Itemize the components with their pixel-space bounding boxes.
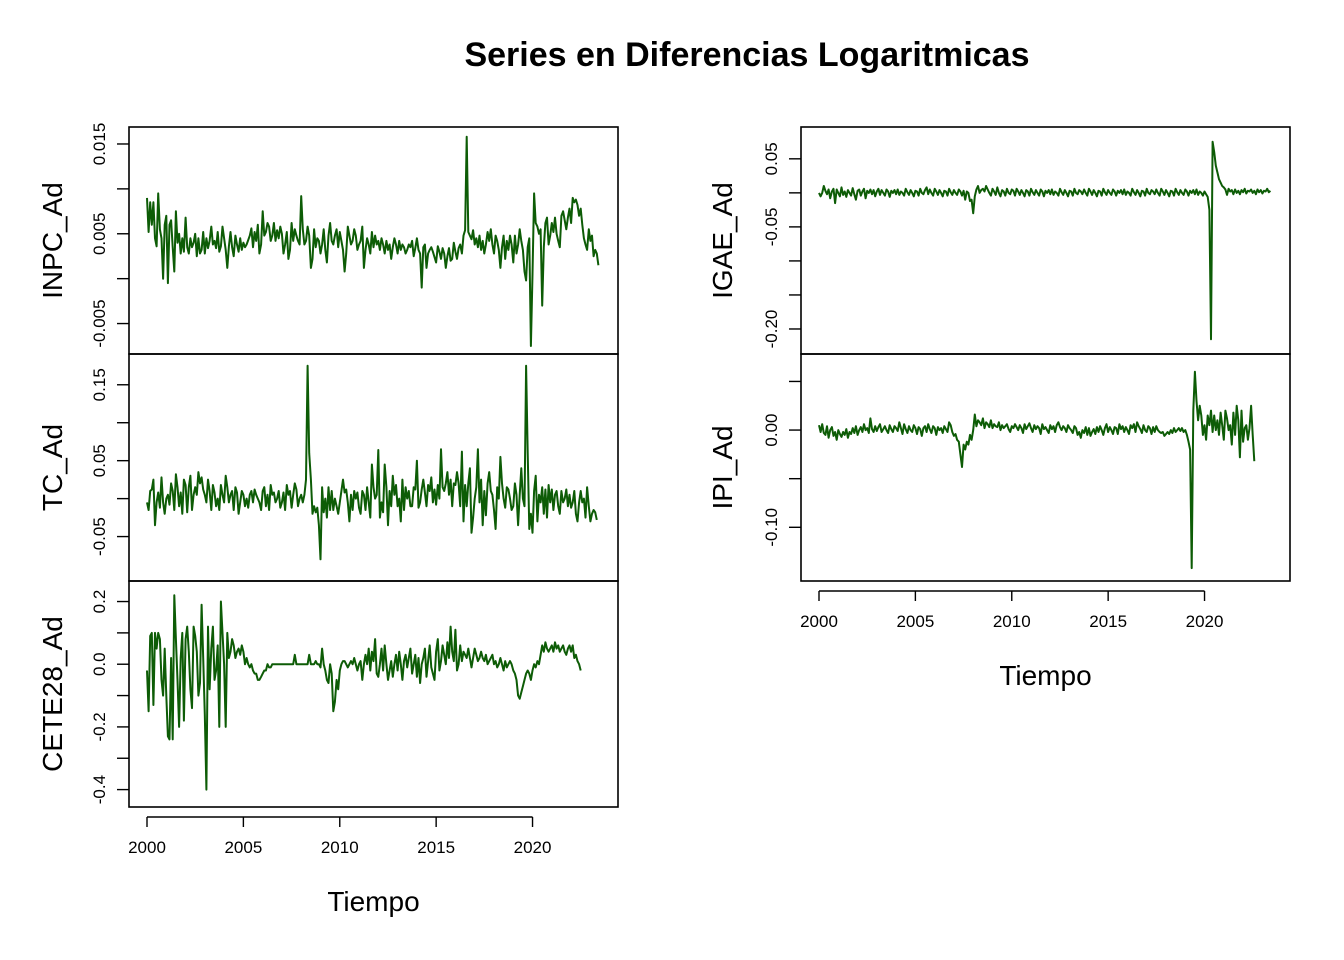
y-tick-label: -0.20 xyxy=(762,310,781,349)
x-tick-label: 2005 xyxy=(224,838,262,857)
y-axis-label: IPI_Ad xyxy=(707,425,738,509)
series-line-IGAE_Ad xyxy=(818,140,1272,341)
y-tick-label: 0.00 xyxy=(762,414,781,447)
y-tick-label: 0.005 xyxy=(90,212,109,255)
x-tick-label: 2020 xyxy=(514,838,552,857)
y-tick-label: 0.2 xyxy=(90,590,109,614)
series-line-TC_Ad xyxy=(146,364,598,561)
x-tick-label: 2000 xyxy=(128,838,166,857)
x-tick-label: 2020 xyxy=(1186,612,1224,631)
x-tick-label: 2000 xyxy=(800,612,838,631)
x-axis-label: Tiempo xyxy=(999,660,1091,691)
series-line-INPC_Ad xyxy=(146,135,600,347)
x-tick-label: 2005 xyxy=(896,612,934,631)
y-tick-label: -0.2 xyxy=(90,712,109,741)
series-line-IPI_Ad xyxy=(818,370,1256,570)
y-axis-label: INPC_Ad xyxy=(37,182,68,299)
y-axis-label: CETE28_Ad xyxy=(37,616,68,772)
x-tick-label: 2010 xyxy=(993,612,1031,631)
x-tick-label: 2015 xyxy=(417,838,455,857)
y-tick-label: -0.10 xyxy=(762,508,781,547)
y-tick-label: 0.15 xyxy=(90,368,109,401)
y-tick-label: -0.05 xyxy=(762,208,781,247)
plot-frame xyxy=(128,580,619,808)
y-axis-label: TC_Ad xyxy=(37,424,68,511)
y-tick-label: 0.05 xyxy=(90,444,109,477)
y-tick-label: 0.015 xyxy=(90,123,109,166)
x-axis-label: Tiempo xyxy=(327,886,419,917)
y-tick-label: 0.05 xyxy=(762,142,781,175)
plot-frame xyxy=(800,353,1291,582)
plot-frame xyxy=(800,126,1291,355)
y-tick-label: -0.05 xyxy=(90,517,109,556)
y-tick-label: -0.4 xyxy=(90,775,109,804)
x-tick-label: 2010 xyxy=(321,838,359,857)
y-axis-label: IGAE_Ad xyxy=(707,182,738,299)
chart-title: Series en Diferencias Logaritmicas xyxy=(464,36,1030,74)
panel-TC_Ad: -0.05 0.05 0.15 TC_Ad xyxy=(37,353,619,582)
x-tick-label: 2015 xyxy=(1089,612,1127,631)
plot-frame xyxy=(128,353,619,582)
panel-CETE28_Ad: -0.4 -0.2 0.0 0.2 CETE28_Ad 2000 2005 2010 2015 2… xyxy=(37,580,619,917)
panel-IPI_Ad: -0.10 0.00 IPI_Ad 2000 2005 2010 2015 2020 Tiemp… xyxy=(707,353,1291,691)
panel-IGAE_Ad: -0.20 -0.05 0.05 IGAE_Ad xyxy=(707,126,1291,355)
y-tick-label: -0.005 xyxy=(90,299,109,347)
panel-INPC_Ad: -0.005 0.005 0.015 INPC_Ad xyxy=(37,123,619,355)
y-tick-label: 0.0 xyxy=(90,652,109,676)
series-line-CETE28_Ad xyxy=(146,594,582,791)
